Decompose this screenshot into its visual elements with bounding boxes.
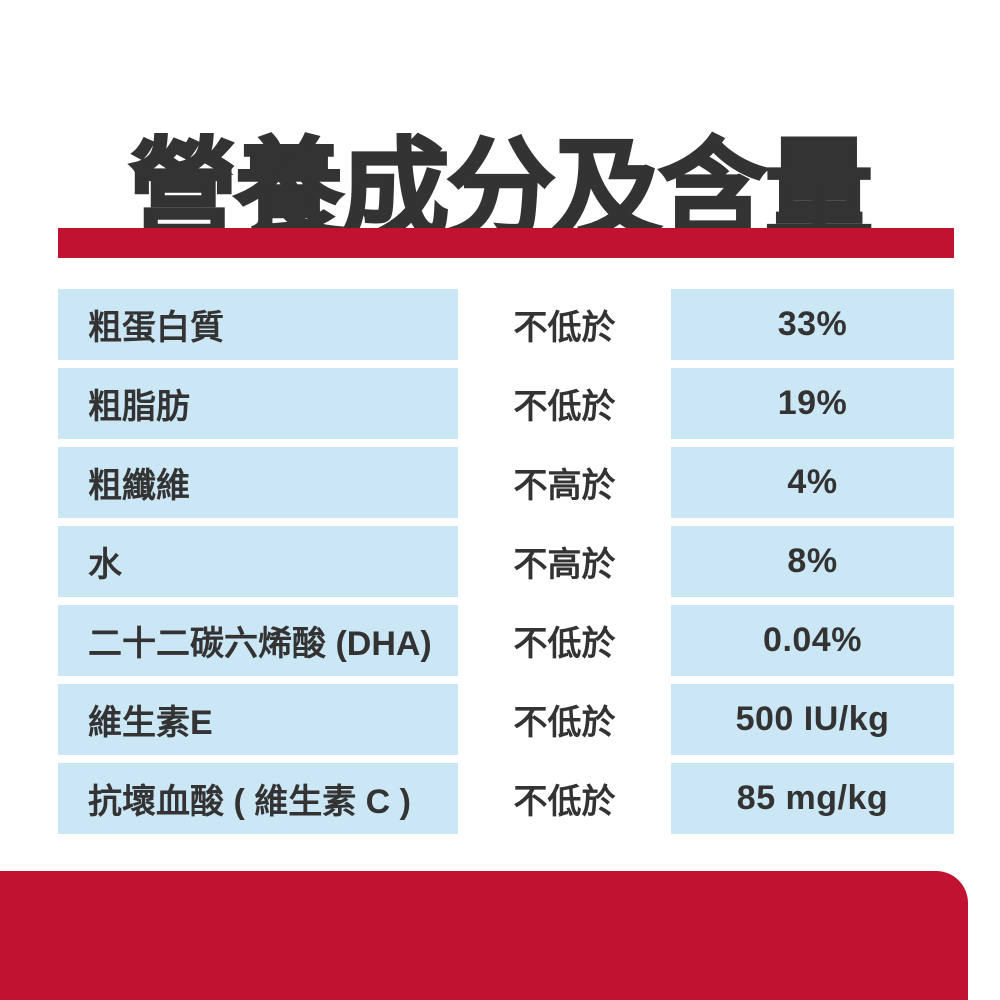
nutrition-table: 粗蛋白質 不低於 33% 粗脂肪 不低於 19% 粗纖維 不高於 4% 水 不高… — [58, 289, 954, 842]
nutrient-name-cell: 粗蛋白質 — [58, 289, 458, 360]
table-row: 粗脂肪 不低於 19% — [58, 368, 954, 439]
top-red-divider — [58, 228, 954, 258]
nutrient-name-cell: 水 — [58, 526, 458, 597]
nutrient-value-cell: 19% — [671, 368, 954, 439]
nutrient-value-cell: 500 IU/kg — [671, 684, 954, 755]
condition-text: 不低於 — [458, 684, 671, 755]
nutrient-value-cell: 33% — [671, 289, 954, 360]
nutrient-name-cell: 粗纖維 — [58, 447, 458, 518]
condition-text: 不高於 — [458, 526, 671, 597]
table-row: 抗壞血酸 ( 維生素 C ) 不低於 85 mg/kg — [58, 763, 954, 834]
table-row: 粗纖維 不高於 4% — [58, 447, 954, 518]
table-row: 維生素E 不低於 500 IU/kg — [58, 684, 954, 755]
condition-text: 不低於 — [458, 289, 671, 360]
nutrient-value-cell: 8% — [671, 526, 954, 597]
condition-text: 不低於 — [458, 763, 671, 834]
condition-text: 不高於 — [458, 447, 671, 518]
nutrient-value-cell: 4% — [671, 447, 954, 518]
nutrient-name-cell: 二十二碳六烯酸 (DHA) — [58, 605, 458, 676]
table-row: 二十二碳六烯酸 (DHA) 不低於 0.04% — [58, 605, 954, 676]
nutrient-value-cell: 0.04% — [671, 605, 954, 676]
condition-text: 不低於 — [458, 605, 671, 676]
nutrient-name-cell: 粗脂肪 — [58, 368, 458, 439]
nutrient-name-cell: 抗壞血酸 ( 維生素 C ) — [58, 763, 458, 834]
bottom-red-footer — [0, 871, 968, 1000]
table-row: 水 不高於 8% — [58, 526, 954, 597]
table-row: 粗蛋白質 不低於 33% — [58, 289, 954, 360]
nutrient-value-cell: 85 mg/kg — [671, 763, 954, 834]
condition-text: 不低於 — [458, 368, 671, 439]
nutrient-name-cell: 維生素E — [58, 684, 458, 755]
